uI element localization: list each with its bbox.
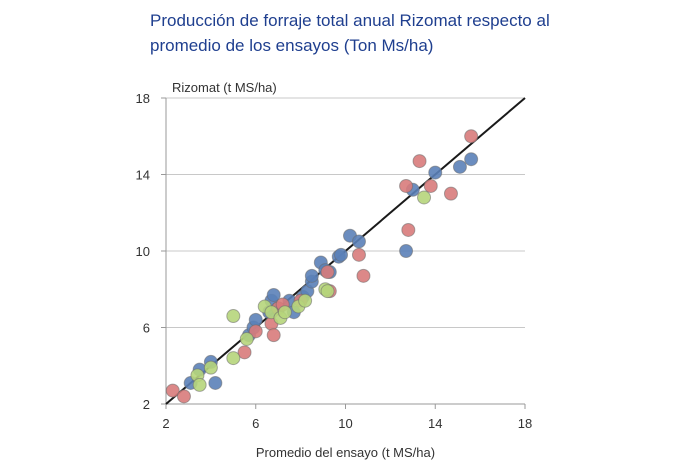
x-tick-label: 6 <box>252 416 259 431</box>
scatter-point-series-2 <box>248 324 263 339</box>
scatter-point-series-1 <box>428 165 443 180</box>
x-tick-label: 14 <box>428 416 442 431</box>
scatter-point-series-3 <box>277 305 292 320</box>
scatter-point-series-3 <box>298 293 313 308</box>
scatter-point-series-2 <box>443 186 458 201</box>
scatter-point-series-2 <box>351 247 366 262</box>
x-tick-label: 10 <box>338 416 352 431</box>
y-axis-label: Rizomat (t MS/ha) <box>172 80 277 95</box>
gridlines <box>166 97 525 328</box>
data-points <box>165 129 479 404</box>
chart-title-line-1: Producción de forraje total anual Rizoma… <box>150 11 550 30</box>
scatter-point-series-2 <box>399 178 414 193</box>
y-tick-label: 14 <box>136 168 150 183</box>
scatter-point-series-1 <box>464 152 479 167</box>
scatter-point-series-2 <box>266 328 281 343</box>
x-tick-label: 18 <box>518 416 532 431</box>
scatter-point-series-2 <box>401 222 416 237</box>
axes <box>161 97 526 409</box>
y-tick-label: 6 <box>143 321 150 336</box>
scatter-point-series-2 <box>176 389 191 404</box>
scatter-point-series-1 <box>351 234 366 249</box>
scatter-point-series-2 <box>237 345 252 360</box>
scatter-point-series-3 <box>226 351 241 366</box>
scatter-point-series-1 <box>399 244 414 258</box>
scatter-point-series-1 <box>208 375 223 390</box>
scatter-point-series-2 <box>165 383 180 398</box>
y-tick-label: 2 <box>143 397 150 412</box>
scatter-point-series-2 <box>412 154 427 169</box>
scatter-point-series-3 <box>417 190 432 205</box>
scatter-point-series-2 <box>356 268 371 283</box>
chart-title: Producción de forraje total anual Rizoma… <box>150 8 670 58</box>
scatter-point-series-3 <box>320 284 335 299</box>
tick-labels: 2 6 10 14 18 2 6 10 14 18 <box>136 91 533 431</box>
scatter-point-series-1 <box>266 287 281 302</box>
scatter-point-series-1 <box>334 247 349 262</box>
scatter-point-series-3 <box>192 377 207 392</box>
scatter-point-series-2 <box>320 265 335 280</box>
y-tick-label: 10 <box>136 244 150 259</box>
scatter-point-series-2 <box>464 129 479 144</box>
chart-title-line-2: promedio de los ensayos (Ton Ms/ha) <box>150 36 434 55</box>
x-axis-label: Promedio del ensayo (t MS/ha) <box>256 445 435 460</box>
scatter-point-series-2 <box>423 178 438 193</box>
scatter-point-series-1 <box>304 268 319 283</box>
scatter-point-series-1 <box>452 159 467 174</box>
scatter-point-series-3 <box>226 309 241 324</box>
x-tick-label: 2 <box>162 416 169 431</box>
y-tick-label: 18 <box>136 91 150 106</box>
scatter-point-series-3 <box>239 331 254 346</box>
scatter-point-series-3 <box>203 360 218 375</box>
